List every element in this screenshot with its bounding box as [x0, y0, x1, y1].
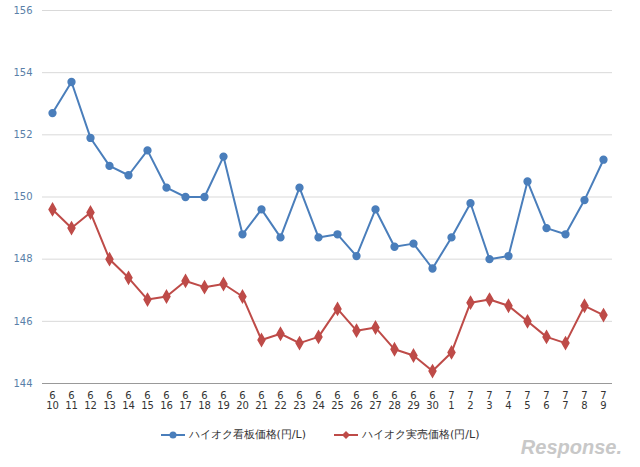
svg-text:623: 623	[293, 390, 306, 411]
html-text:ハイオク実売価格(円/L): ハイオク実売価格(円/L)	[362, 428, 480, 441]
svg-text:621: 621	[255, 390, 268, 411]
svg-text:614: 614	[122, 390, 135, 411]
svg-text:76: 76	[543, 390, 549, 411]
svg-text:78: 78	[581, 390, 587, 411]
svg-text:625: 625	[331, 390, 344, 411]
svg-text:79: 79	[600, 390, 606, 411]
svg-text:618: 618	[198, 390, 211, 411]
svg-text:73: 73	[486, 390, 492, 411]
svg-text:152: 152	[13, 129, 32, 140]
svg-text:630: 630	[426, 390, 439, 411]
svg-text:612: 612	[84, 390, 97, 411]
html-text:ハイオク看板価格(円/L): ハイオク看板価格(円/L)	[188, 428, 306, 441]
svg-text:148: 148	[13, 253, 32, 264]
svg-text:620: 620	[236, 390, 249, 411]
svg-text:617: 617	[179, 390, 192, 411]
svg-text:144: 144	[13, 378, 32, 389]
svg-text:77: 77	[562, 390, 568, 411]
svg-text:627: 627	[369, 390, 382, 411]
svg-text:611: 611	[65, 390, 78, 411]
svg-text:622: 622	[274, 390, 287, 411]
svg-text:626: 626	[350, 390, 363, 411]
svg-text:74: 74	[505, 390, 511, 411]
svg-text:72: 72	[467, 390, 473, 411]
svg-text:154: 154	[13, 67, 32, 78]
svg-text:624: 624	[312, 390, 325, 411]
svg-text:71: 71	[448, 390, 454, 411]
svg-text:156: 156	[13, 5, 32, 16]
svg-text:616: 616	[160, 390, 173, 411]
svg-text:615: 615	[141, 390, 154, 411]
svg-text:613: 613	[103, 390, 116, 411]
svg-text:619: 619	[217, 390, 230, 411]
svg-text:75: 75	[524, 390, 530, 411]
html-text:Response.: Response.	[520, 436, 622, 458]
svg-text:150: 150	[13, 191, 32, 202]
svg-text:146: 146	[13, 316, 32, 327]
svg-text:629: 629	[407, 390, 420, 411]
svg-text:610: 610	[46, 390, 59, 411]
svg-text:628: 628	[388, 390, 401, 411]
